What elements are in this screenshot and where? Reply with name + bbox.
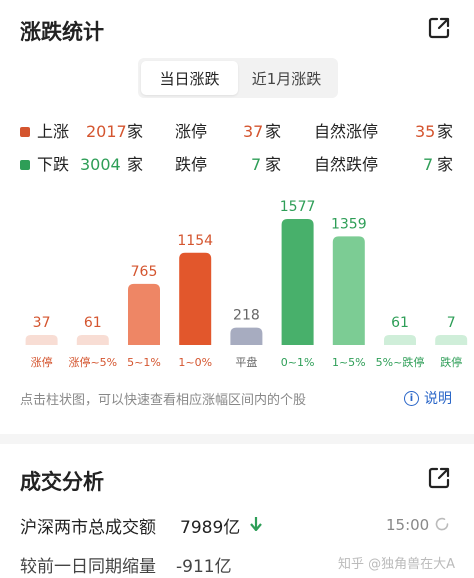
up-summary-row: 上涨 2017 家 涨停 37 家 自然涨停 35 家 <box>0 120 474 144</box>
bar-2[interactable] <box>128 283 160 345</box>
info-icon: i <box>404 390 419 406</box>
limit-up-count: 37 <box>243 122 264 141</box>
bar-6[interactable] <box>332 236 365 345</box>
bar-1[interactable] <box>76 335 109 345</box>
bar-value-label: 1577 <box>280 199 316 215</box>
section-divider <box>0 434 474 444</box>
bar-category-label: 平盘 <box>235 355 257 369</box>
up-dot <box>20 127 30 137</box>
explain-label: 说明 <box>424 391 452 407</box>
bar-category-label: 0~1% <box>281 356 315 369</box>
bar-value-label: 7 <box>447 315 456 331</box>
bar-value-label: 37 <box>33 315 51 331</box>
up-count: 2017 <box>86 122 127 141</box>
bar-5[interactable] <box>281 219 314 345</box>
limit-down-unit: 家 <box>265 155 282 174</box>
distribution-bar-chart[interactable]: 37 涨停 61 涨停~5% 765 5~1% 1154 1~0% 218 平盘 1577 0~1% 1… <box>0 190 474 375</box>
natural-limit-up-unit: 家 <box>437 122 454 141</box>
bar-category-label: 5%~跌停 <box>376 355 425 369</box>
bar-value-label: 1154 <box>177 233 213 249</box>
natural-limit-down-unit: 家 <box>437 155 454 174</box>
stats-section-title: 涨跌统计 <box>20 20 104 44</box>
natural-limit-down-count: 7 <box>423 155 434 174</box>
bar-3[interactable] <box>179 252 212 345</box>
up-label: 上涨 <box>37 122 70 141</box>
limit-down-label: 跌停 <box>175 155 208 174</box>
bar-category-label: 涨停 <box>31 355 53 369</box>
natural-limit-up-label: 自然涨停 <box>314 122 379 141</box>
bar-7[interactable] <box>384 335 416 345</box>
bar-value-label: 218 <box>233 308 260 324</box>
natural-limit-down-label: 自然跌停 <box>314 155 379 174</box>
bar-category-label: 5~1% <box>127 356 161 369</box>
down-summary-row: 下跌 3004 家 跌停 7 家 自然跌停 7 家 <box>0 153 474 177</box>
bar-8[interactable] <box>435 335 468 345</box>
down-count: 3004 <box>80 155 121 174</box>
bar-category-label: 涨停~5% <box>68 355 117 369</box>
tab-one-month[interactable]: 近1月涨跌 <box>251 69 322 88</box>
range-tabs: 当日涨跌 近1月涨跌 <box>138 58 338 98</box>
bar-category-label: 1~5% <box>332 356 366 369</box>
bar-0[interactable] <box>25 335 58 345</box>
bar-value-label: 1359 <box>331 216 367 232</box>
compare-value: -911亿 <box>176 557 232 577</box>
arrow-down-icon <box>250 517 262 531</box>
bar-category-label: 跌停 <box>440 355 462 369</box>
watermark: 知乎 @独角兽在大A <box>338 557 456 572</box>
share-icon[interactable] <box>426 15 452 41</box>
limit-up-unit: 家 <box>265 122 282 141</box>
bar-value-label: 61 <box>84 315 102 331</box>
tab-today[interactable]: 当日涨跌 <box>141 61 238 95</box>
limit-up-label: 涨停 <box>175 122 208 141</box>
up-unit: 家 <box>127 122 144 141</box>
total-turnover-value: 7989亿 <box>180 518 241 538</box>
compare-label: 较前一日同期缩量 <box>20 557 156 577</box>
down-unit: 家 <box>127 155 144 174</box>
bar-category-label: 1~0% <box>178 356 212 369</box>
natural-limit-up-count: 35 <box>415 122 436 141</box>
down-label: 下跌 <box>37 155 70 174</box>
explain-link[interactable]: i 说明 <box>404 388 452 408</box>
refresh-icon[interactable] <box>434 516 450 532</box>
update-time: 15:00 <box>386 516 430 534</box>
total-turnover-label: 沪深两市总成交额 <box>20 518 156 538</box>
chart-hint: 点击柱状图，可以快速查看相应涨幅区间内的个股 <box>20 393 307 408</box>
turnover-section-title: 成交分析 <box>20 470 104 494</box>
share-icon[interactable] <box>426 465 452 491</box>
bar-value-label: 765 <box>131 264 158 280</box>
bar-4[interactable] <box>230 327 263 345</box>
limit-down-count: 7 <box>251 155 262 174</box>
bar-value-label: 61 <box>391 315 409 331</box>
down-dot <box>20 160 30 170</box>
